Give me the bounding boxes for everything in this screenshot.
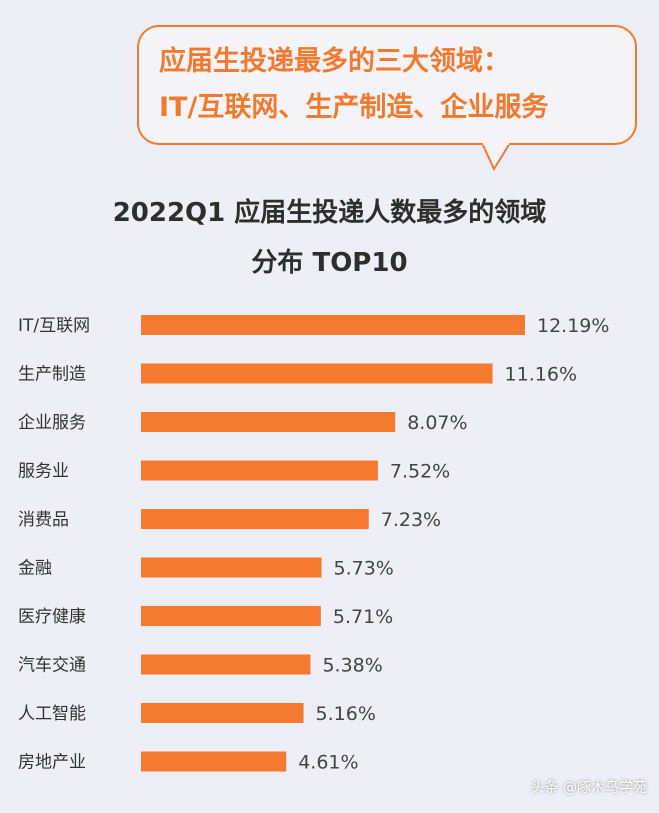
value-label: 5.38% <box>322 655 382 677</box>
bar-row: 金融 5.73% <box>18 557 394 580</box>
category-label: 医疗健康 <box>18 607 86 627</box>
value-label: 8.07% <box>407 412 467 434</box>
value-label: 7.23% <box>381 509 441 531</box>
bar <box>141 557 322 578</box>
value-label: 7.52% <box>390 461 450 483</box>
category-label: 房地产业 <box>18 753 86 773</box>
category-label: IT/互联网 <box>18 316 90 336</box>
category-label: 企业服务 <box>18 413 86 433</box>
category-label: 生产制造 <box>18 365 86 385</box>
category-label: 消费品 <box>18 510 69 530</box>
summary-callout: 应届生投递最多的三大领域： IT/互联网、生产制造、企业服务 <box>137 25 637 145</box>
bar-row: 生产制造 11.16% <box>18 363 577 386</box>
callout-line-1: 应届生投递最多的三大领域： <box>159 46 510 77</box>
watermark: 头条 @啄木鸟学苑 <box>530 780 647 796</box>
value-label: 5.16% <box>316 703 376 725</box>
value-label: 12.19% <box>537 315 609 337</box>
bar-row: 消费品 7.23% <box>18 509 441 531</box>
bar-row: 汽车交通 5.38% <box>18 654 383 677</box>
bar-row: 人工智能 5.16% <box>18 703 376 725</box>
bar-row: 房地产业 4.61% <box>18 751 359 774</box>
value-label: 4.61% <box>298 752 358 774</box>
bar-chart: IT/互联网 12.19% 生产制造 11.16% 企业服务 8.07% 服务业 7.52% 消… <box>18 315 609 774</box>
category-label: 汽车交通 <box>18 656 86 676</box>
category-label: 服务业 <box>18 462 69 482</box>
bar <box>141 412 396 432</box>
bar <box>141 363 493 384</box>
value-label: 11.16% <box>505 364 577 386</box>
bar-row: IT/互联网 12.19% <box>18 315 609 337</box>
bar <box>141 460 378 481</box>
bar <box>141 315 525 335</box>
bar <box>141 606 321 626</box>
category-label: 人工智能 <box>18 704 86 724</box>
chart-title: 2022Q1 应届生投递人数最多的领域 分布 TOP10 <box>0 188 659 288</box>
chart-title-line-1: 2022Q1 应届生投递人数最多的领域 <box>112 198 547 228</box>
bar-row: 服务业 7.52% <box>18 460 450 483</box>
bar <box>141 654 311 675</box>
value-label: 5.71% <box>333 606 393 628</box>
value-label: 5.73% <box>334 558 394 580</box>
bar <box>141 703 304 723</box>
category-label: 金融 <box>18 559 52 579</box>
callout-line-2: IT/互联网、生产制造、企业服务 <box>159 92 549 123</box>
bar-row: 医疗健康 5.71% <box>18 606 393 628</box>
bar-row: 企业服务 8.07% <box>18 412 468 434</box>
callout-tail <box>482 143 511 171</box>
bar <box>141 509 369 529</box>
bar <box>141 751 287 772</box>
chart-title-line-2: 分布 TOP10 <box>251 248 408 278</box>
